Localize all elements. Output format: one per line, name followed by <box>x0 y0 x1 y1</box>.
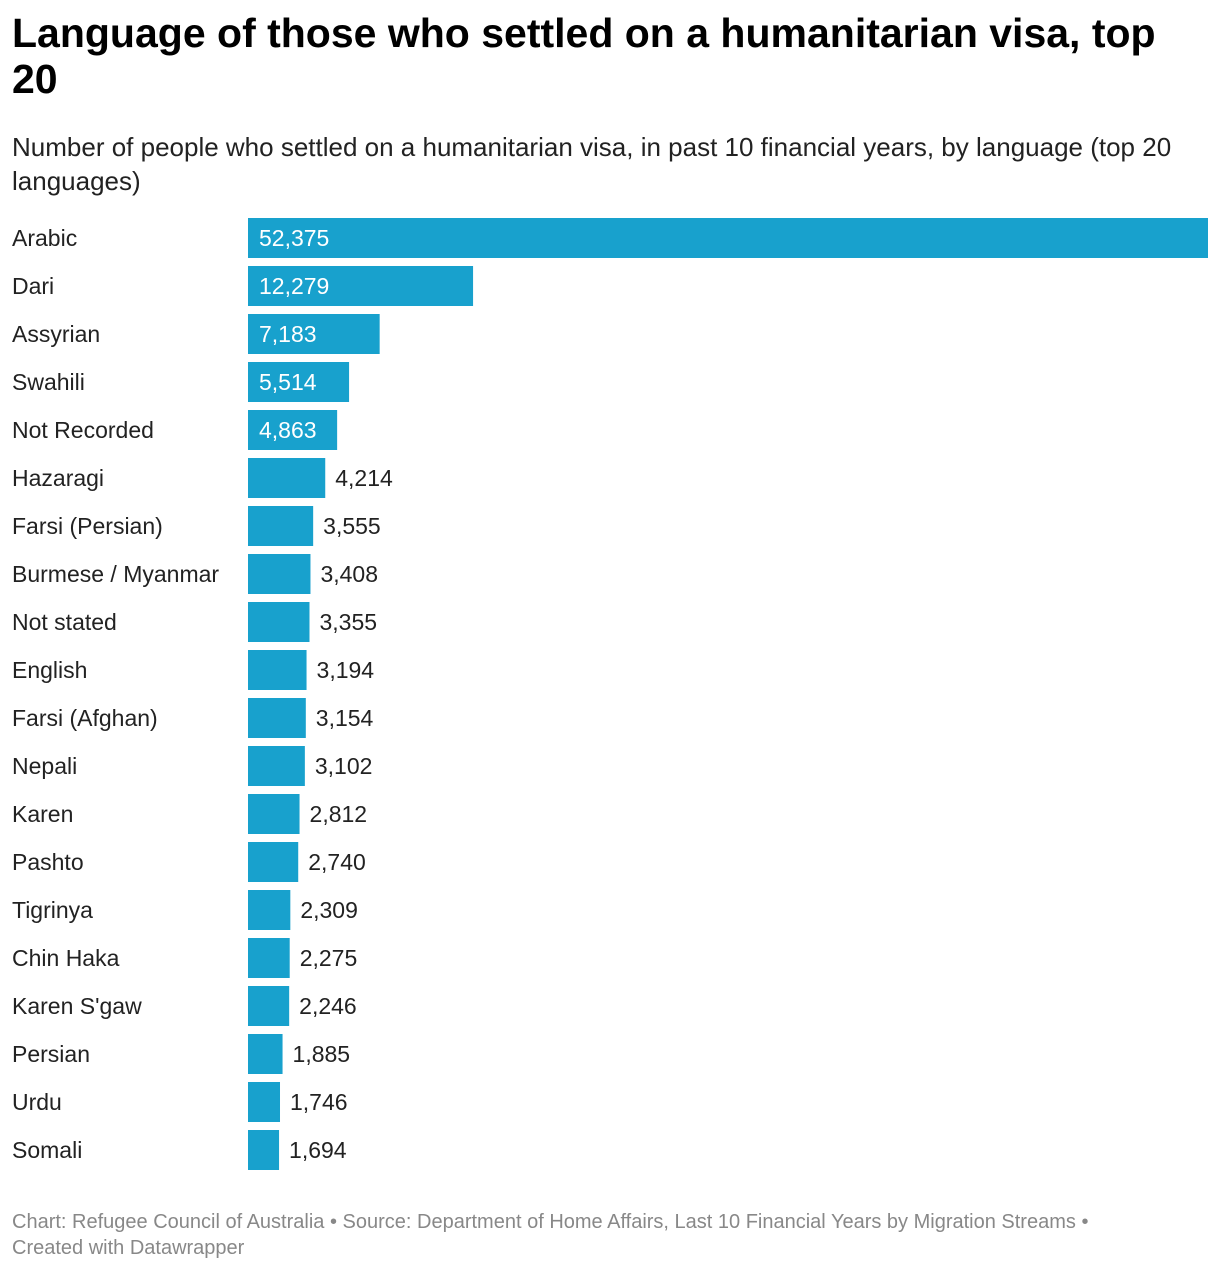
value-label: 1,885 <box>293 1041 351 1067</box>
chart-footer: Chart: Refugee Council of Australia • So… <box>12 1209 1212 1261</box>
value-label: 3,102 <box>315 753 373 779</box>
value-label: 52,375 <box>259 225 329 251</box>
value-label: 3,555 <box>323 513 381 539</box>
category-label: Somali <box>12 1137 82 1163</box>
value-label: 3,194 <box>317 657 375 683</box>
category-label: Nepali <box>12 753 77 779</box>
category-label: Pashto <box>12 849 84 875</box>
category-label: Tigrinya <box>12 897 93 923</box>
category-label: Chin Haka <box>12 945 120 971</box>
category-label: Urdu <box>12 1089 62 1115</box>
value-label: 1,694 <box>289 1137 347 1163</box>
bar <box>248 314 380 354</box>
category-label: Karen <box>12 801 73 827</box>
bar <box>248 938 290 978</box>
chart-title: Language of those who settled on a human… <box>12 10 1156 102</box>
value-label: 4,863 <box>259 417 317 443</box>
bar <box>248 842 299 882</box>
category-label: Not Recorded <box>12 417 154 443</box>
value-label: 2,246 <box>299 993 357 1019</box>
bar-chart: Arabic 52,375 Dari 12,279 Assyrian 7,183 Swahi… <box>12 218 1208 1170</box>
value-label: 4,214 <box>335 465 393 491</box>
chart-subtitle: Number of people who settled on a humani… <box>12 132 1172 196</box>
bar <box>248 698 306 738</box>
category-label: Swahili <box>12 369 85 395</box>
bar <box>248 506 314 546</box>
bar <box>248 218 1208 258</box>
footer-separator: • <box>329 1211 337 1233</box>
value-label: 1,746 <box>290 1089 348 1115</box>
source-note: Source: Department of Home Affairs, Last… <box>342 1211 1076 1233</box>
category-label: Karen S'gaw <box>12 993 142 1019</box>
bar <box>248 1130 280 1170</box>
bar <box>248 554 311 594</box>
value-label: 12,279 <box>259 273 329 299</box>
bar <box>248 794 300 834</box>
bar <box>248 1082 281 1122</box>
bar <box>248 890 291 930</box>
bar <box>248 266 474 306</box>
value-label: 3,154 <box>316 705 374 731</box>
bar <box>248 986 290 1026</box>
bar <box>248 1034 283 1074</box>
category-label: Arabic <box>12 225 77 251</box>
created-with-link[interactable]: Created with Datawrapper <box>12 1237 245 1259</box>
value-label: 3,408 <box>320 561 378 587</box>
category-label: Dari <box>12 273 54 299</box>
value-label: 5,514 <box>259 369 317 395</box>
category-label: Burmese / Myanmar <box>12 561 219 587</box>
category-label: Farsi (Afghan) <box>12 705 158 731</box>
bar <box>248 362 350 402</box>
bar <box>248 410 338 450</box>
value-label: 2,309 <box>300 897 358 923</box>
chart-credit: Chart: Refugee Council of Australia <box>12 1211 325 1233</box>
bar <box>248 746 305 786</box>
bar <box>248 458 326 498</box>
value-label: 2,740 <box>308 849 366 875</box>
category-label: Assyrian <box>12 321 100 347</box>
value-label: 7,183 <box>259 321 317 347</box>
value-label: 2,275 <box>300 945 358 971</box>
category-label: Not stated <box>12 609 117 635</box>
bar <box>248 602 310 642</box>
category-label: Persian <box>12 1041 90 1067</box>
category-label: Hazaragi <box>12 465 104 491</box>
footer-separator: • <box>1081 1211 1089 1233</box>
category-label: English <box>12 657 87 683</box>
value-label: 2,812 <box>310 801 368 827</box>
value-label: 3,355 <box>319 609 377 635</box>
category-label: Farsi (Persian) <box>12 513 163 539</box>
bar <box>248 650 307 690</box>
